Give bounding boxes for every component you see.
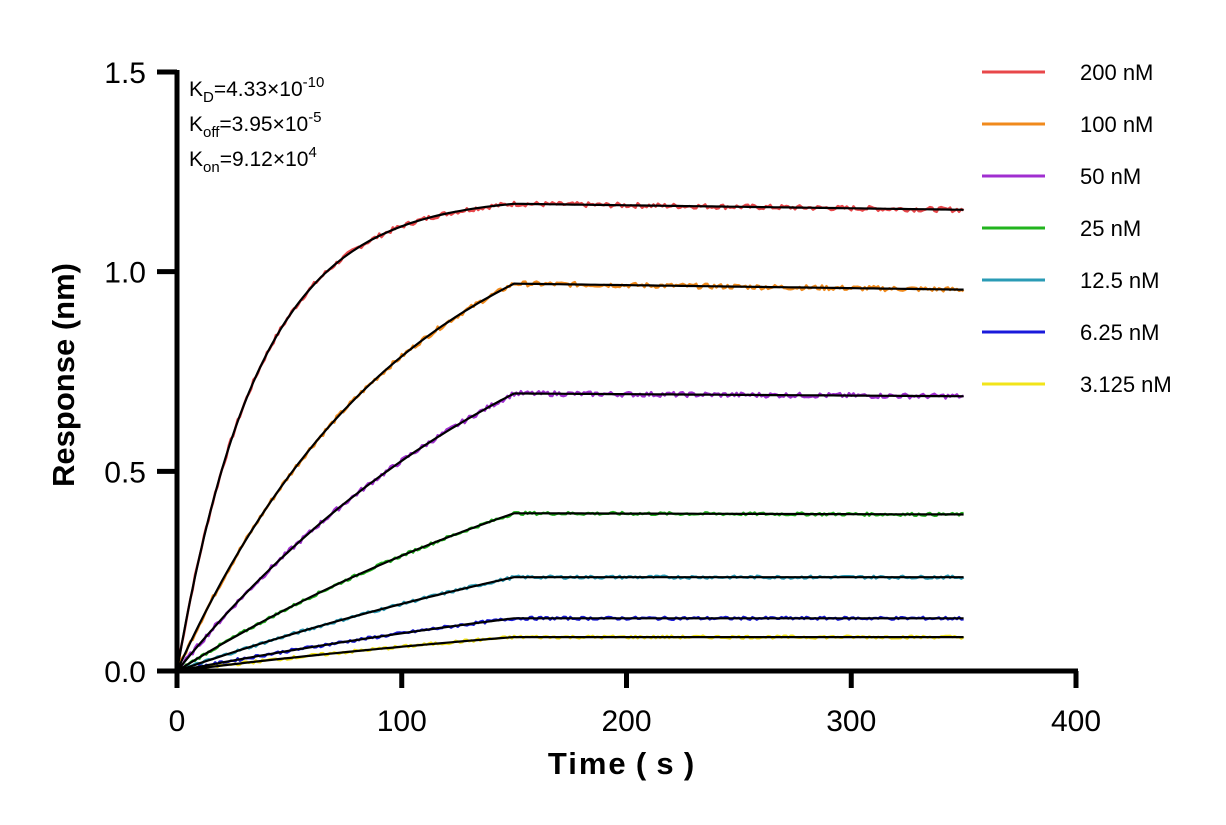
tick-layer: 0 100 200 300 400 0.0 0.5 1.0 1.5: [104, 57, 1101, 738]
x-tick-label: 300: [826, 705, 876, 738]
koff-exp: -5: [308, 109, 321, 126]
fit-line: [176, 617, 964, 673]
legend-label: 3.125 nM: [1080, 372, 1172, 397]
x-tick-label: 0: [169, 705, 186, 738]
fit-line: [176, 576, 964, 673]
kon-sub: on: [203, 159, 220, 176]
legend: 200 nM 100 nM 50 nM 25 nM 12.5 nM 6.25 nM 3.12…: [982, 60, 1172, 397]
y-tick-label: 0.0: [104, 656, 146, 689]
x-tick-label: 200: [601, 705, 651, 738]
koff-value: =3.95×10: [219, 113, 308, 136]
y-tick-label: 1.5: [104, 57, 146, 90]
y-tick-label: 1.0: [104, 257, 146, 290]
kon-exp: 4: [308, 144, 316, 161]
y-tick-label: 0.5: [104, 456, 146, 489]
series-line: [176, 615, 964, 673]
series-line: [175, 280, 965, 672]
x-tick-label: 400: [1051, 705, 1101, 738]
fit-line: [176, 636, 964, 673]
kon-text: Kon=9.12×104: [189, 144, 317, 176]
kd-exp: -10: [303, 74, 325, 91]
kon-base: K: [189, 148, 203, 171]
kd-value: =4.33×10: [214, 78, 303, 101]
fit-line: [176, 392, 964, 672]
x-axis-title: Time ( s ): [548, 746, 696, 781]
kinetics-annotation: KD=4.33×10-10 Koff=3.95×10-5 Kon=9.12×10…: [189, 74, 324, 176]
legend-label: 200 nM: [1080, 60, 1153, 85]
fit-line: [175, 202, 964, 672]
koff-sub: off: [203, 124, 220, 141]
x-tick-label: 100: [377, 705, 427, 738]
series-layer: [175, 200, 965, 673]
fit-layer: [175, 202, 964, 673]
legend-label: 100 nM: [1080, 112, 1153, 137]
series-line: [175, 200, 965, 672]
kd-text: KD=4.33×10-10: [189, 74, 324, 106]
kon-value: =9.12×10: [220, 148, 309, 171]
series-line: [176, 389, 965, 672]
y-axis-title: Response (nm): [46, 263, 81, 487]
koff-base: K: [189, 113, 203, 136]
legend-label: 50 nM: [1080, 164, 1141, 189]
fit-line: [176, 282, 964, 672]
kd-sub: D: [203, 89, 214, 106]
legend-label: 6.25 nM: [1080, 320, 1160, 345]
legend-label: 25 nM: [1080, 216, 1141, 241]
koff-text: Koff=3.95×10-5: [189, 109, 322, 141]
kd-base: K: [189, 78, 203, 101]
series-line: [176, 510, 964, 672]
series-line: [176, 634, 965, 673]
fit-line: [176, 512, 964, 672]
legend-label: 12.5 nM: [1080, 268, 1160, 293]
